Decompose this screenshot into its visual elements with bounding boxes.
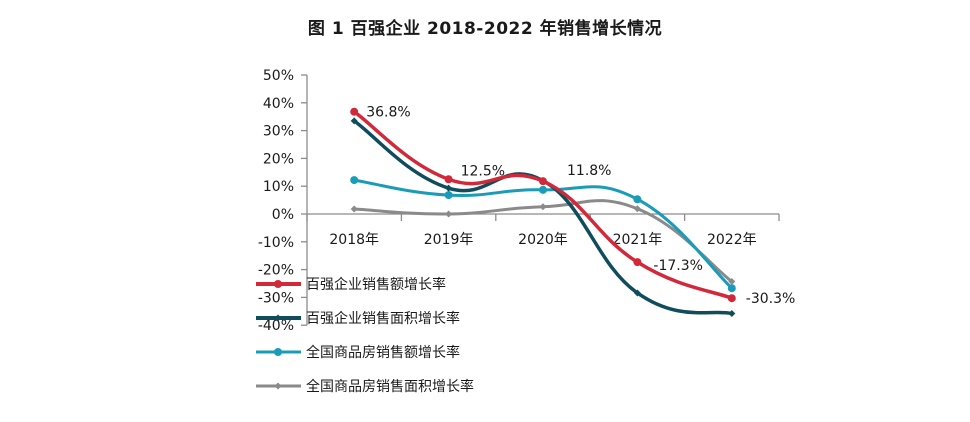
legend-item[interactable]: 全国商品房销售面积增长率: [256, 378, 474, 395]
y-tick-label: -30%: [258, 290, 294, 306]
data-label: -17.3%: [653, 258, 703, 274]
data-point: [539, 177, 547, 186]
data-label: 12.5%: [461, 163, 505, 179]
y-tick-label: -20%: [258, 263, 294, 279]
data-point: [727, 284, 736, 293]
legend-marker: [274, 382, 282, 390]
data-point: [633, 258, 642, 267]
series-1: [350, 107, 736, 303]
legend-label: 百强企业销售额增长率: [306, 276, 446, 293]
x-tick-label: 2020年: [518, 232, 568, 248]
data-point: [350, 176, 359, 185]
data-point: [633, 289, 641, 297]
legend-marker: [274, 348, 282, 356]
y-tick-label: -10%: [258, 235, 294, 251]
data-point: [727, 294, 736, 303]
y-tick-label: 30%: [263, 124, 294, 140]
data-point: [728, 310, 736, 318]
data-point: [444, 175, 453, 184]
data-point: [445, 210, 453, 218]
x-tick-label: 2018年: [329, 232, 379, 248]
series-line: [352, 178, 734, 290]
x-tick-label: 2019年: [424, 232, 474, 248]
series-layer: [350, 107, 736, 318]
series-3: [350, 176, 736, 293]
chart-title: 图 1 百强企业 2018-2022 年销售增长情况: [307, 19, 663, 39]
axes: 50% 40% 30% 20% 10% 0% -10% -20% -30% -40% 2018年 20…: [258, 68, 780, 334]
data-point: [444, 191, 453, 200]
data-labels: 36.8% 12.5% 11.8% -17.3% -30.3%: [366, 105, 795, 308]
y-tick-label: 0%: [272, 207, 294, 223]
legend-label: 全国商品房销售额增长率: [306, 344, 460, 361]
y-tick-label: -40%: [258, 318, 294, 334]
legend-item[interactable]: 百强企业销售额增长率: [256, 276, 446, 293]
y-tick-label: 10%: [263, 179, 294, 195]
legend-item[interactable]: 全国商品房销售额增长率: [256, 344, 460, 361]
x-tick-label: 2022年: [707, 232, 757, 248]
data-point: [539, 185, 547, 194]
data-label: 11.8%: [567, 163, 611, 179]
y-tick-label: 40%: [263, 96, 294, 112]
legend-item[interactable]: 百强企业销售面积增长率: [256, 310, 460, 327]
legend-label: 全国商品房销售面积增长率: [306, 378, 474, 395]
legend-marker: [274, 314, 282, 322]
legend-marker: [274, 280, 282, 288]
series-line: [352, 199, 734, 284]
legend-label: 百强企业销售面积增长率: [306, 310, 460, 327]
y-tick-label: 50%: [263, 68, 294, 84]
y-tick-label: 20%: [263, 151, 294, 167]
data-label: 36.8%: [366, 105, 410, 121]
data-point: [539, 203, 547, 211]
data-label: -30.3%: [746, 291, 796, 307]
data-point: [728, 278, 736, 286]
data-point: [350, 107, 359, 116]
data-point: [633, 195, 642, 204]
series-4: [350, 199, 736, 286]
x-tick-label: 2021年: [613, 232, 663, 248]
data-point: [445, 184, 453, 192]
data-point: [350, 117, 358, 125]
data-point: [633, 205, 641, 213]
legend: 百强企业销售额增长率百强企业销售面积增长率全国商品房销售额增长率全国商品房销售面…: [256, 276, 474, 395]
data-point: [350, 205, 358, 213]
